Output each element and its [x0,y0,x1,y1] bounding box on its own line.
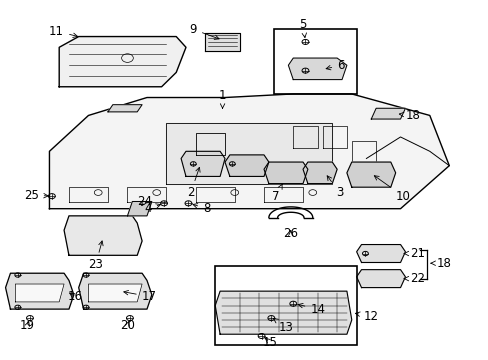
Text: 16: 16 [67,290,82,303]
Polygon shape [181,151,224,176]
Text: 25: 25 [24,189,48,202]
Text: 12: 12 [355,310,378,323]
Polygon shape [79,273,152,309]
Text: 18: 18 [399,109,419,122]
Polygon shape [264,162,307,184]
Text: 17: 17 [123,290,157,303]
Text: 26: 26 [283,227,298,240]
Polygon shape [59,37,185,87]
Polygon shape [64,216,142,255]
Text: 10: 10 [373,176,410,203]
Text: 4: 4 [144,202,160,215]
Text: 14: 14 [298,303,325,316]
Polygon shape [370,108,405,119]
Polygon shape [5,273,74,309]
Polygon shape [356,244,405,262]
Polygon shape [88,284,142,302]
Polygon shape [288,58,346,80]
Polygon shape [303,162,336,184]
Text: 7: 7 [272,184,282,203]
Text: 24: 24 [137,195,152,208]
Polygon shape [15,284,64,302]
Text: 15: 15 [262,336,277,348]
Polygon shape [49,94,448,209]
Polygon shape [356,270,405,288]
Text: 5: 5 [299,18,306,37]
Text: 6: 6 [325,59,344,72]
Bar [273,30,356,94]
Polygon shape [205,33,239,51]
Text: 2: 2 [187,167,200,199]
Text: 19: 19 [20,319,35,332]
Text: 9: 9 [189,23,219,39]
Text: 8: 8 [193,202,210,215]
Text: 22: 22 [404,272,425,285]
Text: 18: 18 [430,257,451,270]
Polygon shape [215,291,351,334]
Text: 20: 20 [120,319,135,332]
Polygon shape [346,162,395,187]
Text: 21: 21 [404,247,425,260]
Polygon shape [166,123,331,184]
Text: 3: 3 [326,176,343,199]
Text: 1: 1 [218,89,226,108]
Polygon shape [224,155,268,176]
Text: 13: 13 [273,318,293,333]
Bar [215,266,356,345]
Polygon shape [108,105,142,112]
Text: 23: 23 [88,241,103,271]
Text: 11: 11 [49,25,78,38]
Polygon shape [127,202,152,216]
